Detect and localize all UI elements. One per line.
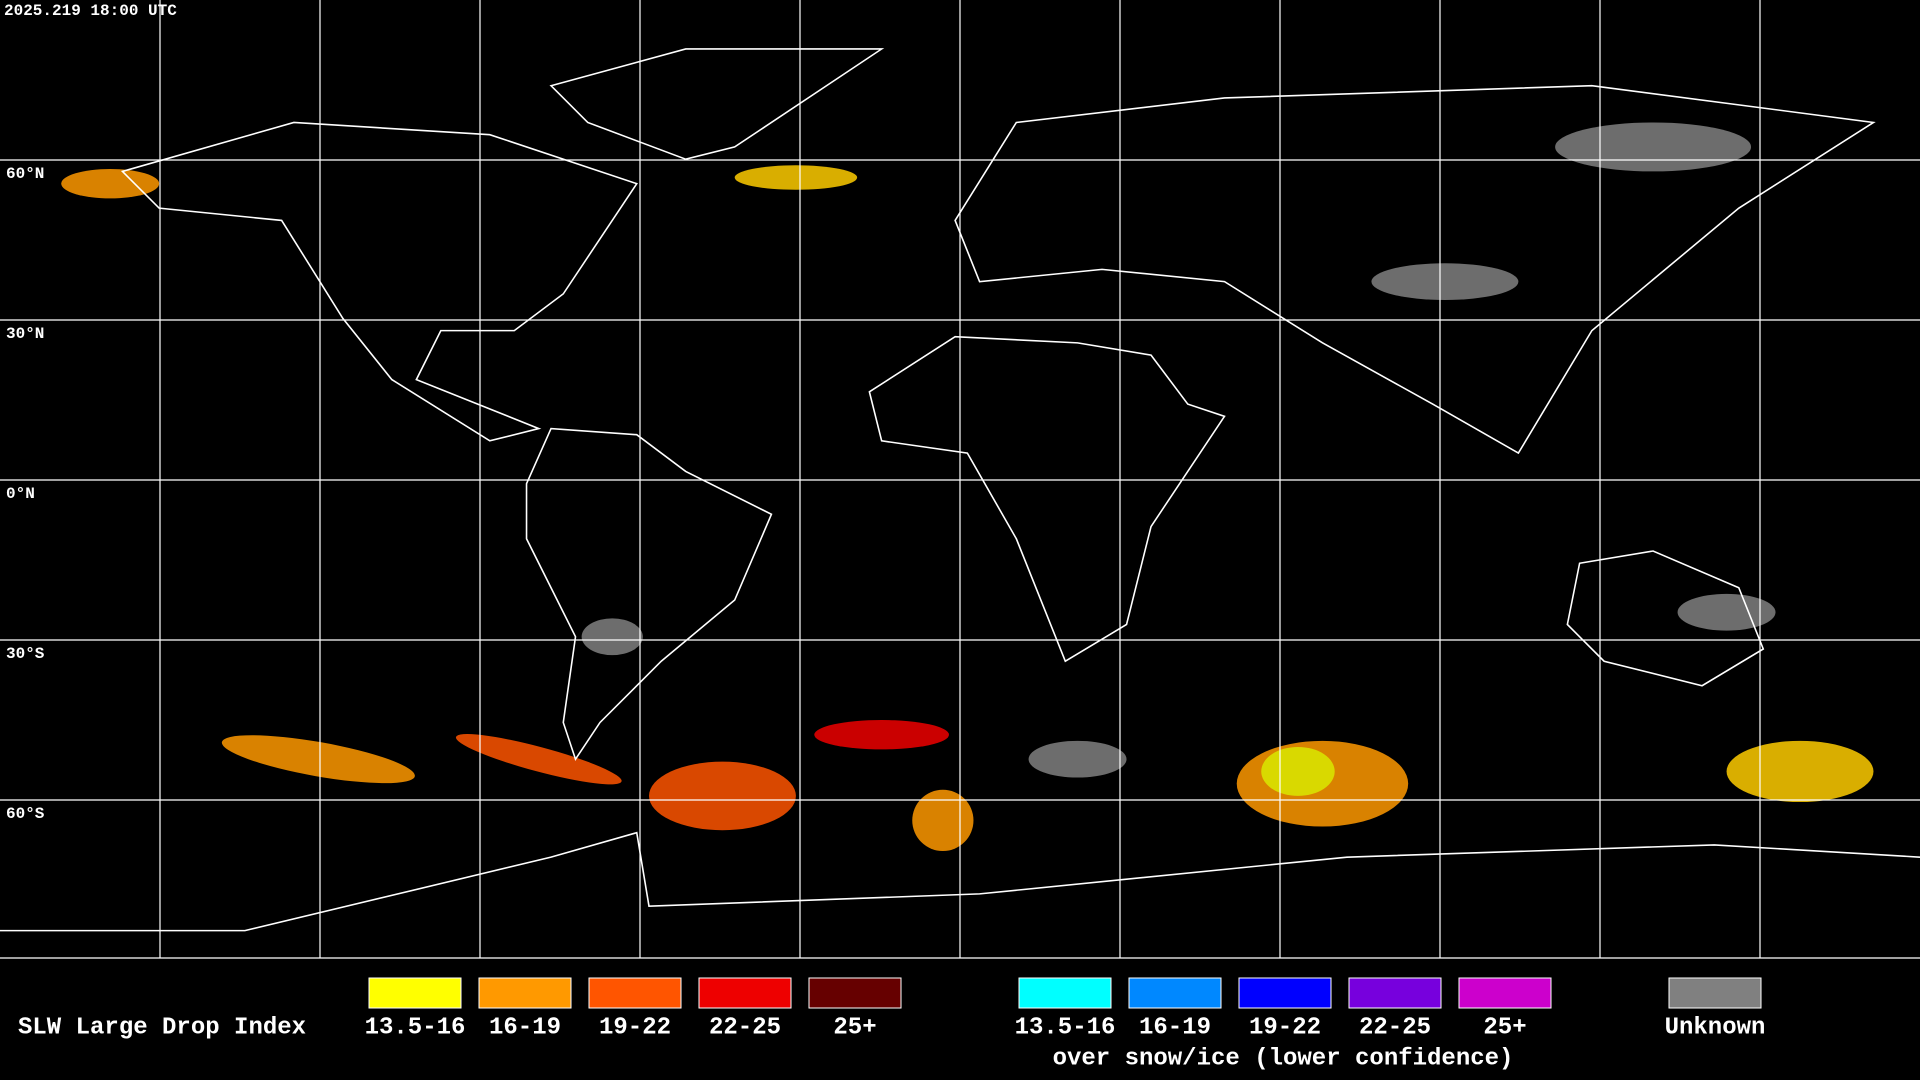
legend-swatch (1668, 977, 1762, 1009)
patch (1261, 746, 1335, 796)
patch (61, 168, 160, 199)
patch (912, 789, 974, 852)
legend-label: 22-25 (709, 1014, 781, 1041)
patch (814, 720, 949, 750)
patch (734, 165, 858, 190)
legend-swatch (1348, 977, 1442, 1009)
legend-caption: over snow/ice (lower confidence) (1053, 1045, 1514, 1072)
timestamp: 2025.219 18:00 UTC (4, 2, 177, 20)
legend-swatch (1018, 977, 1112, 1009)
legend-label: Unknown (1665, 1014, 1766, 1041)
legend-swatch (808, 977, 902, 1009)
patch (648, 761, 796, 831)
legend-label: 25+ (1483, 1014, 1526, 1041)
legend-label: 16-19 (1139, 1014, 1211, 1041)
south-america (525, 427, 773, 761)
patch (1677, 593, 1776, 631)
legend-swatch (698, 977, 792, 1009)
legend-label: 13.5-16 (1015, 1014, 1116, 1041)
legend-label: 19-22 (1249, 1014, 1321, 1041)
australia (1566, 550, 1765, 687)
patch (1371, 263, 1519, 301)
patch (221, 735, 415, 784)
patch (1726, 740, 1874, 803)
legend-swatch (1238, 977, 1332, 1009)
legend-label: 16-19 (489, 1014, 561, 1041)
patch (455, 734, 622, 785)
legend-swatch (1128, 977, 1222, 1009)
greenland (549, 48, 885, 161)
eurasia (954, 84, 1876, 455)
antarctica (0, 831, 1920, 932)
legend-swatch (588, 977, 682, 1009)
lat-label: 30°S (6, 645, 45, 663)
legend-label: 19-22 (599, 1014, 671, 1041)
lat-label: 60°N (6, 165, 44, 183)
north-america (120, 121, 638, 442)
legend-label: 13.5-16 (365, 1014, 466, 1041)
patch (1555, 122, 1752, 172)
africa (868, 335, 1226, 663)
legend-title: SLW Large Drop Index (18, 1014, 306, 1041)
coastlines (0, 48, 1920, 932)
legend-swatch (478, 977, 572, 1009)
lat-label: 0°N (6, 485, 35, 503)
legend-label: 22-25 (1359, 1014, 1431, 1041)
patch (1028, 740, 1127, 778)
graticule (0, 0, 1920, 958)
legend-swatch (1458, 977, 1552, 1009)
patch (581, 618, 643, 656)
legend-swatch (368, 977, 462, 1009)
legend-label: 25+ (833, 1014, 876, 1041)
lat-label: 60°S (6, 805, 45, 823)
lat-label: 30°N (6, 325, 44, 343)
